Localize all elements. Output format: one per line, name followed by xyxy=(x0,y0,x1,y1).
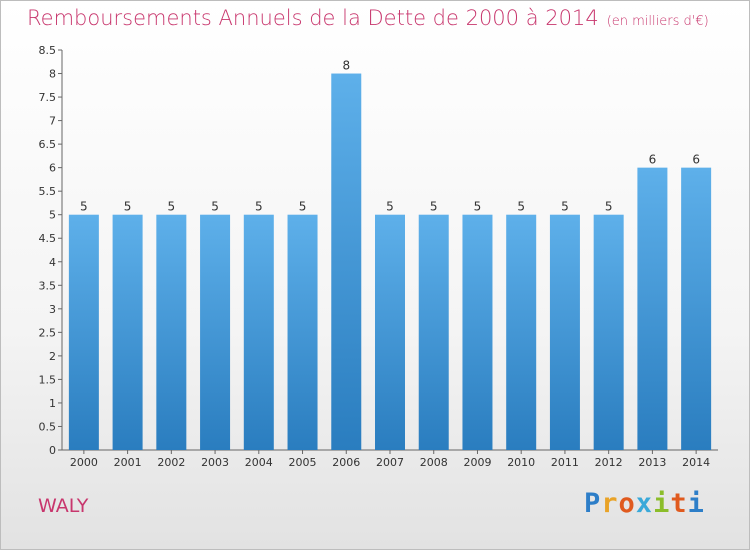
y-tick-label: 8 xyxy=(49,68,56,81)
bar-value-label: 5 xyxy=(386,200,394,214)
bar xyxy=(156,214,187,450)
bar xyxy=(375,214,405,450)
chart-subtitle: (en milliers d'€) xyxy=(606,14,709,29)
x-tick-label: 2014 xyxy=(682,456,710,469)
bar xyxy=(243,214,274,450)
x-tick-label: 2009 xyxy=(463,456,491,469)
y-tick-label: 1.5 xyxy=(39,373,57,386)
bar xyxy=(112,214,143,450)
logo-letter: t xyxy=(670,488,688,519)
x-tick-label: 2003 xyxy=(201,456,229,469)
bar xyxy=(593,214,624,450)
y-tick-label: 1 xyxy=(49,397,56,410)
y-tick-label: 6.5 xyxy=(39,138,57,151)
bar xyxy=(637,167,668,450)
x-tick-label: 2000 xyxy=(70,456,98,469)
bar xyxy=(331,73,362,450)
logo-letter: i xyxy=(687,488,705,519)
bar xyxy=(200,214,231,450)
bar xyxy=(549,214,580,450)
bar-value-label: 5 xyxy=(430,200,438,214)
x-tick-label: 2007 xyxy=(376,456,404,469)
y-tick-label: 4.5 xyxy=(39,232,57,245)
bar-value-label: 5 xyxy=(80,200,88,214)
x-tick-label: 2002 xyxy=(157,456,185,469)
bar xyxy=(68,214,99,450)
bar-value-label: 5 xyxy=(299,200,307,214)
commune-name: WALY xyxy=(38,495,89,517)
chart-title: Remboursements Annuels de la Dette de 20… xyxy=(27,6,709,30)
y-tick-label: 0.5 xyxy=(39,420,57,433)
bar-value-label: 6 xyxy=(649,153,657,167)
y-tick-label: 7 xyxy=(49,115,56,128)
bar-value-label: 5 xyxy=(255,200,263,214)
bar-value-label: 5 xyxy=(517,200,525,214)
logo-letter: i xyxy=(653,488,671,519)
y-tick-label: 5.5 xyxy=(39,185,57,198)
bar-value-label: 5 xyxy=(168,200,176,214)
x-tick-label: 2006 xyxy=(332,456,360,469)
bar-value-label: 5 xyxy=(474,200,482,214)
logo-letter: r xyxy=(601,488,619,519)
proxiti-logo: Proxiti xyxy=(584,488,705,519)
bar xyxy=(418,214,449,450)
x-tick-label: 2012 xyxy=(595,456,623,469)
x-tick-label: 2001 xyxy=(114,456,142,469)
x-tick-label: 2005 xyxy=(289,456,317,469)
bar xyxy=(681,167,712,450)
bar-value-label: 8 xyxy=(342,59,350,73)
y-tick-label: 8.5 xyxy=(39,44,57,57)
y-tick-label: 4 xyxy=(49,256,56,269)
logo-letter: x xyxy=(635,488,654,519)
bar-value-label: 6 xyxy=(692,153,700,167)
bar xyxy=(462,214,493,450)
x-tick-label: 2004 xyxy=(245,456,273,469)
x-tick-label: 2010 xyxy=(507,456,535,469)
y-tick-label: 6 xyxy=(49,162,56,175)
bar-value-label: 5 xyxy=(561,200,569,214)
bar-value-label: 5 xyxy=(605,200,613,214)
x-tick-label: 2011 xyxy=(551,456,579,469)
bar xyxy=(287,214,318,450)
bar xyxy=(506,214,537,450)
y-tick-label: 0 xyxy=(49,444,56,457)
chart-title-text: Remboursements Annuels de la Dette de 20… xyxy=(27,6,599,30)
logo-letter: P xyxy=(584,488,602,519)
y-tick-label: 3 xyxy=(49,303,56,316)
y-tick-label: 7.5 xyxy=(39,91,57,104)
bar-value-label: 5 xyxy=(211,200,219,214)
x-tick-label: 2008 xyxy=(420,456,448,469)
x-tick-label: 2013 xyxy=(638,456,666,469)
y-tick-label: 3.5 xyxy=(39,279,57,292)
y-tick-label: 2 xyxy=(49,350,56,363)
logo-letter: o xyxy=(618,488,636,519)
y-tick-label: 5 xyxy=(49,209,56,222)
bar-value-label: 5 xyxy=(124,200,132,214)
y-tick-label: 2.5 xyxy=(39,326,57,339)
